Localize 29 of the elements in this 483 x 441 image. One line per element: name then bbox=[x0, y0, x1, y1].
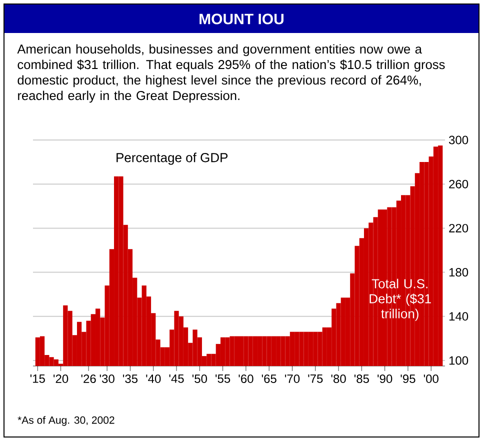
y-tick-label: 220 bbox=[449, 224, 468, 232]
chart-title: MOUNT IOU bbox=[200, 14, 284, 24]
x-tick-label: '55 bbox=[216, 374, 230, 383]
y-tick-label: 260 bbox=[449, 180, 468, 188]
x-tick-label: '60 bbox=[238, 374, 254, 384]
x-tick-label: '90 bbox=[378, 374, 392, 384]
x-tick-label: '40 bbox=[146, 374, 161, 384]
y-tick-label: 140 bbox=[449, 312, 468, 321]
chart-subtitle: American households, businesses and government entities now owe a combined $31 trillion. That equals 295% of the nation’s $10.5 trillion gross domestic product, the highest level since the previous record of 264%, reached early in the Great Depression. bbox=[17, 44, 445, 103]
x-tick-label: '26 bbox=[81, 374, 96, 384]
y-tick-label: 300 bbox=[448, 136, 468, 144]
y-tick-label: 180 bbox=[449, 268, 468, 277]
x-tick-label: '15 bbox=[30, 374, 45, 383]
x-tick-label: '65 bbox=[262, 374, 276, 384]
x-tick-label: '85 bbox=[354, 374, 369, 384]
series-label: Total U.S. Debt* ($31 trillion) bbox=[370, 278, 431, 321]
x-tick-label: '45 bbox=[169, 374, 184, 383]
x-tick-label: '70 bbox=[285, 374, 300, 384]
x-tick-label: '35 bbox=[123, 374, 138, 384]
x-tick-label: '75 bbox=[308, 374, 323, 383]
x-tick-label: '20 bbox=[54, 374, 68, 384]
y-axis-title: Percentage of GDP bbox=[116, 152, 228, 165]
x-tick-label: '50 bbox=[192, 374, 208, 384]
text: *As of Aug. 30, 2002 bbox=[18, 416, 114, 426]
x-tick-label: '95 bbox=[400, 374, 416, 384]
x-tick-label: '80 bbox=[331, 374, 346, 384]
x-tick-label: '00 bbox=[424, 374, 438, 384]
x-tick-label: '30 bbox=[100, 374, 114, 384]
y-tick-label: 100 bbox=[449, 356, 468, 365]
